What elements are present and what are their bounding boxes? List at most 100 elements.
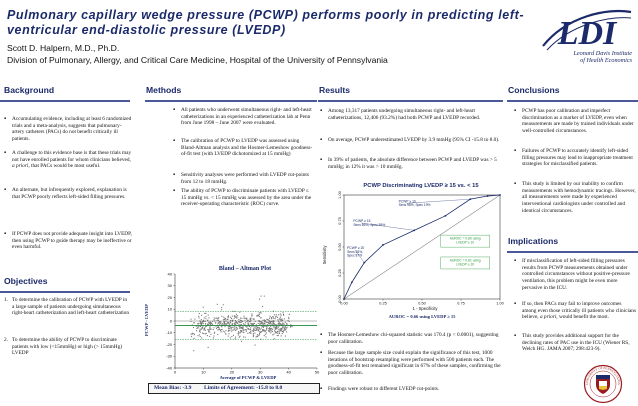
scatter-point [260, 323, 262, 325]
scatter-point [221, 307, 223, 309]
scatter-point [193, 337, 195, 339]
scatter-point [254, 320, 256, 322]
scatter-point [265, 321, 267, 323]
scatter-point [258, 324, 261, 326]
scatter-point [218, 317, 220, 319]
scatter-point [217, 325, 219, 327]
scatter-point [251, 314, 253, 316]
scatter-point [270, 328, 272, 330]
objective-2: 2. To determine the ability of PCWP to d… [4, 337, 130, 357]
methods-bullet-4: The ability of PCWP to discriminate pati… [173, 188, 314, 208]
ba-y-tick-label: 30 [168, 283, 173, 288]
scatter-point [261, 330, 263, 332]
scatter-point [254, 344, 256, 346]
implications-bullet-3: This study provides additional support f… [514, 333, 636, 353]
scatter-point [288, 313, 290, 315]
scatter-point [218, 328, 220, 331]
scatter-point [212, 337, 214, 339]
scatter-point [272, 316, 275, 318]
scatter-point [199, 321, 201, 323]
scatter-point [274, 328, 276, 331]
scatter-point [277, 326, 279, 328]
methods-bullet-2: The calibration of PCWP to LVEDP was ass… [173, 138, 314, 158]
results-bullet-1: Among 13,317 patients undergoing simulta… [320, 108, 504, 121]
scatter-point [255, 324, 257, 326]
scatter-point [240, 330, 243, 332]
bland-altman-title: Bland – Altman Plot [219, 266, 271, 272]
scatter-point [223, 316, 225, 318]
scatter-point [239, 323, 241, 325]
scatter-point [207, 323, 209, 326]
scatter-point [250, 320, 252, 322]
bland-altman-scatter [190, 295, 293, 352]
scatter-point [256, 334, 258, 336]
conclusions-bullet-3: This study is limited by our inability t… [514, 181, 636, 215]
scatter-point [219, 329, 221, 332]
background-bullet-2-text: A challenge to this evidence base is tha… [12, 150, 132, 170]
scatter-point [260, 295, 262, 297]
scatter-point [234, 326, 236, 328]
roc-annotation-1: PCWP ≥ 10 Sens 96%, Spec 19% [399, 199, 431, 207]
scatter-point [263, 325, 265, 327]
roc-xlabel: 1 - Specificity [413, 306, 439, 311]
scatter-point [238, 319, 240, 321]
scatter-point [248, 328, 250, 330]
scatter-point [258, 315, 260, 318]
scatter-point [205, 318, 207, 320]
scatter-point [235, 313, 237, 315]
scatter-point [220, 331, 222, 333]
scatter-point [258, 312, 260, 314]
roc-y-tick-label: 0.25 [338, 269, 342, 276]
scatter-point [268, 328, 270, 330]
scatter-point [242, 328, 244, 330]
scatter-point [205, 323, 207, 325]
scatter-point [264, 331, 266, 333]
scatter-point [282, 331, 284, 333]
scatter-point [238, 336, 240, 338]
scatter-point [266, 324, 268, 326]
roc-curve-point [499, 194, 501, 196]
scatter-point [245, 329, 248, 331]
objective-1: 1. To determine the calibration of PCWP … [4, 297, 130, 317]
scatter-point [280, 319, 282, 321]
scatter-point [197, 323, 199, 325]
scatter-point [261, 322, 263, 324]
scatter-point [251, 324, 253, 326]
scatter-point [240, 320, 242, 322]
scatter-point [279, 317, 281, 319]
scatter-point [228, 328, 230, 330]
scatter-point [243, 317, 245, 319]
scatter-point [238, 320, 240, 322]
scatter-point [228, 333, 230, 335]
scatter-point [282, 313, 285, 315]
scatter-point [271, 327, 273, 329]
scatter-point [290, 324, 292, 326]
scatter-point [249, 325, 251, 328]
scatter-point [217, 318, 219, 320]
scatter-point [288, 316, 290, 318]
scatter-point [216, 320, 218, 322]
scatter-point [271, 316, 273, 318]
scatter-point [240, 327, 242, 329]
scatter-point [244, 336, 246, 338]
scatter-point [200, 324, 203, 326]
background-bullet-4: If PCWP does not provide adequate insigh… [4, 231, 132, 251]
scatter-point [198, 326, 200, 328]
scatter-point [194, 318, 196, 320]
scatter-point [275, 326, 277, 328]
scatter-point [228, 330, 230, 332]
scatter-point [238, 330, 240, 333]
scatter-point [208, 331, 210, 333]
scatter-point [269, 329, 271, 331]
scatter-point [265, 336, 267, 338]
roc-annotation-line: Spec 87% [347, 254, 362, 258]
scatter-point [259, 328, 261, 331]
scatter-point [200, 321, 202, 324]
scatter-point [229, 337, 231, 339]
scatter-point [254, 329, 256, 331]
roc-curves [343, 194, 501, 300]
scatter-point [196, 330, 198, 332]
roc-y-tick-label: 0.00 [338, 295, 342, 302]
scatter-point [232, 329, 234, 331]
roc-curve-point [444, 214, 447, 217]
